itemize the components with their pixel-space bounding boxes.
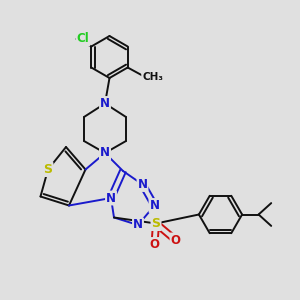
Text: O: O bbox=[170, 233, 181, 247]
Text: N: N bbox=[149, 199, 160, 212]
Text: N: N bbox=[100, 97, 110, 110]
Text: O: O bbox=[149, 238, 160, 251]
Text: N: N bbox=[137, 178, 148, 191]
Text: S: S bbox=[44, 163, 52, 176]
Text: N: N bbox=[133, 218, 143, 232]
Text: S: S bbox=[152, 217, 160, 230]
Text: Cl: Cl bbox=[76, 32, 89, 46]
Text: CH₃: CH₃ bbox=[142, 71, 163, 82]
Text: N: N bbox=[100, 146, 110, 160]
Text: N: N bbox=[100, 146, 110, 160]
Text: N: N bbox=[106, 191, 116, 205]
